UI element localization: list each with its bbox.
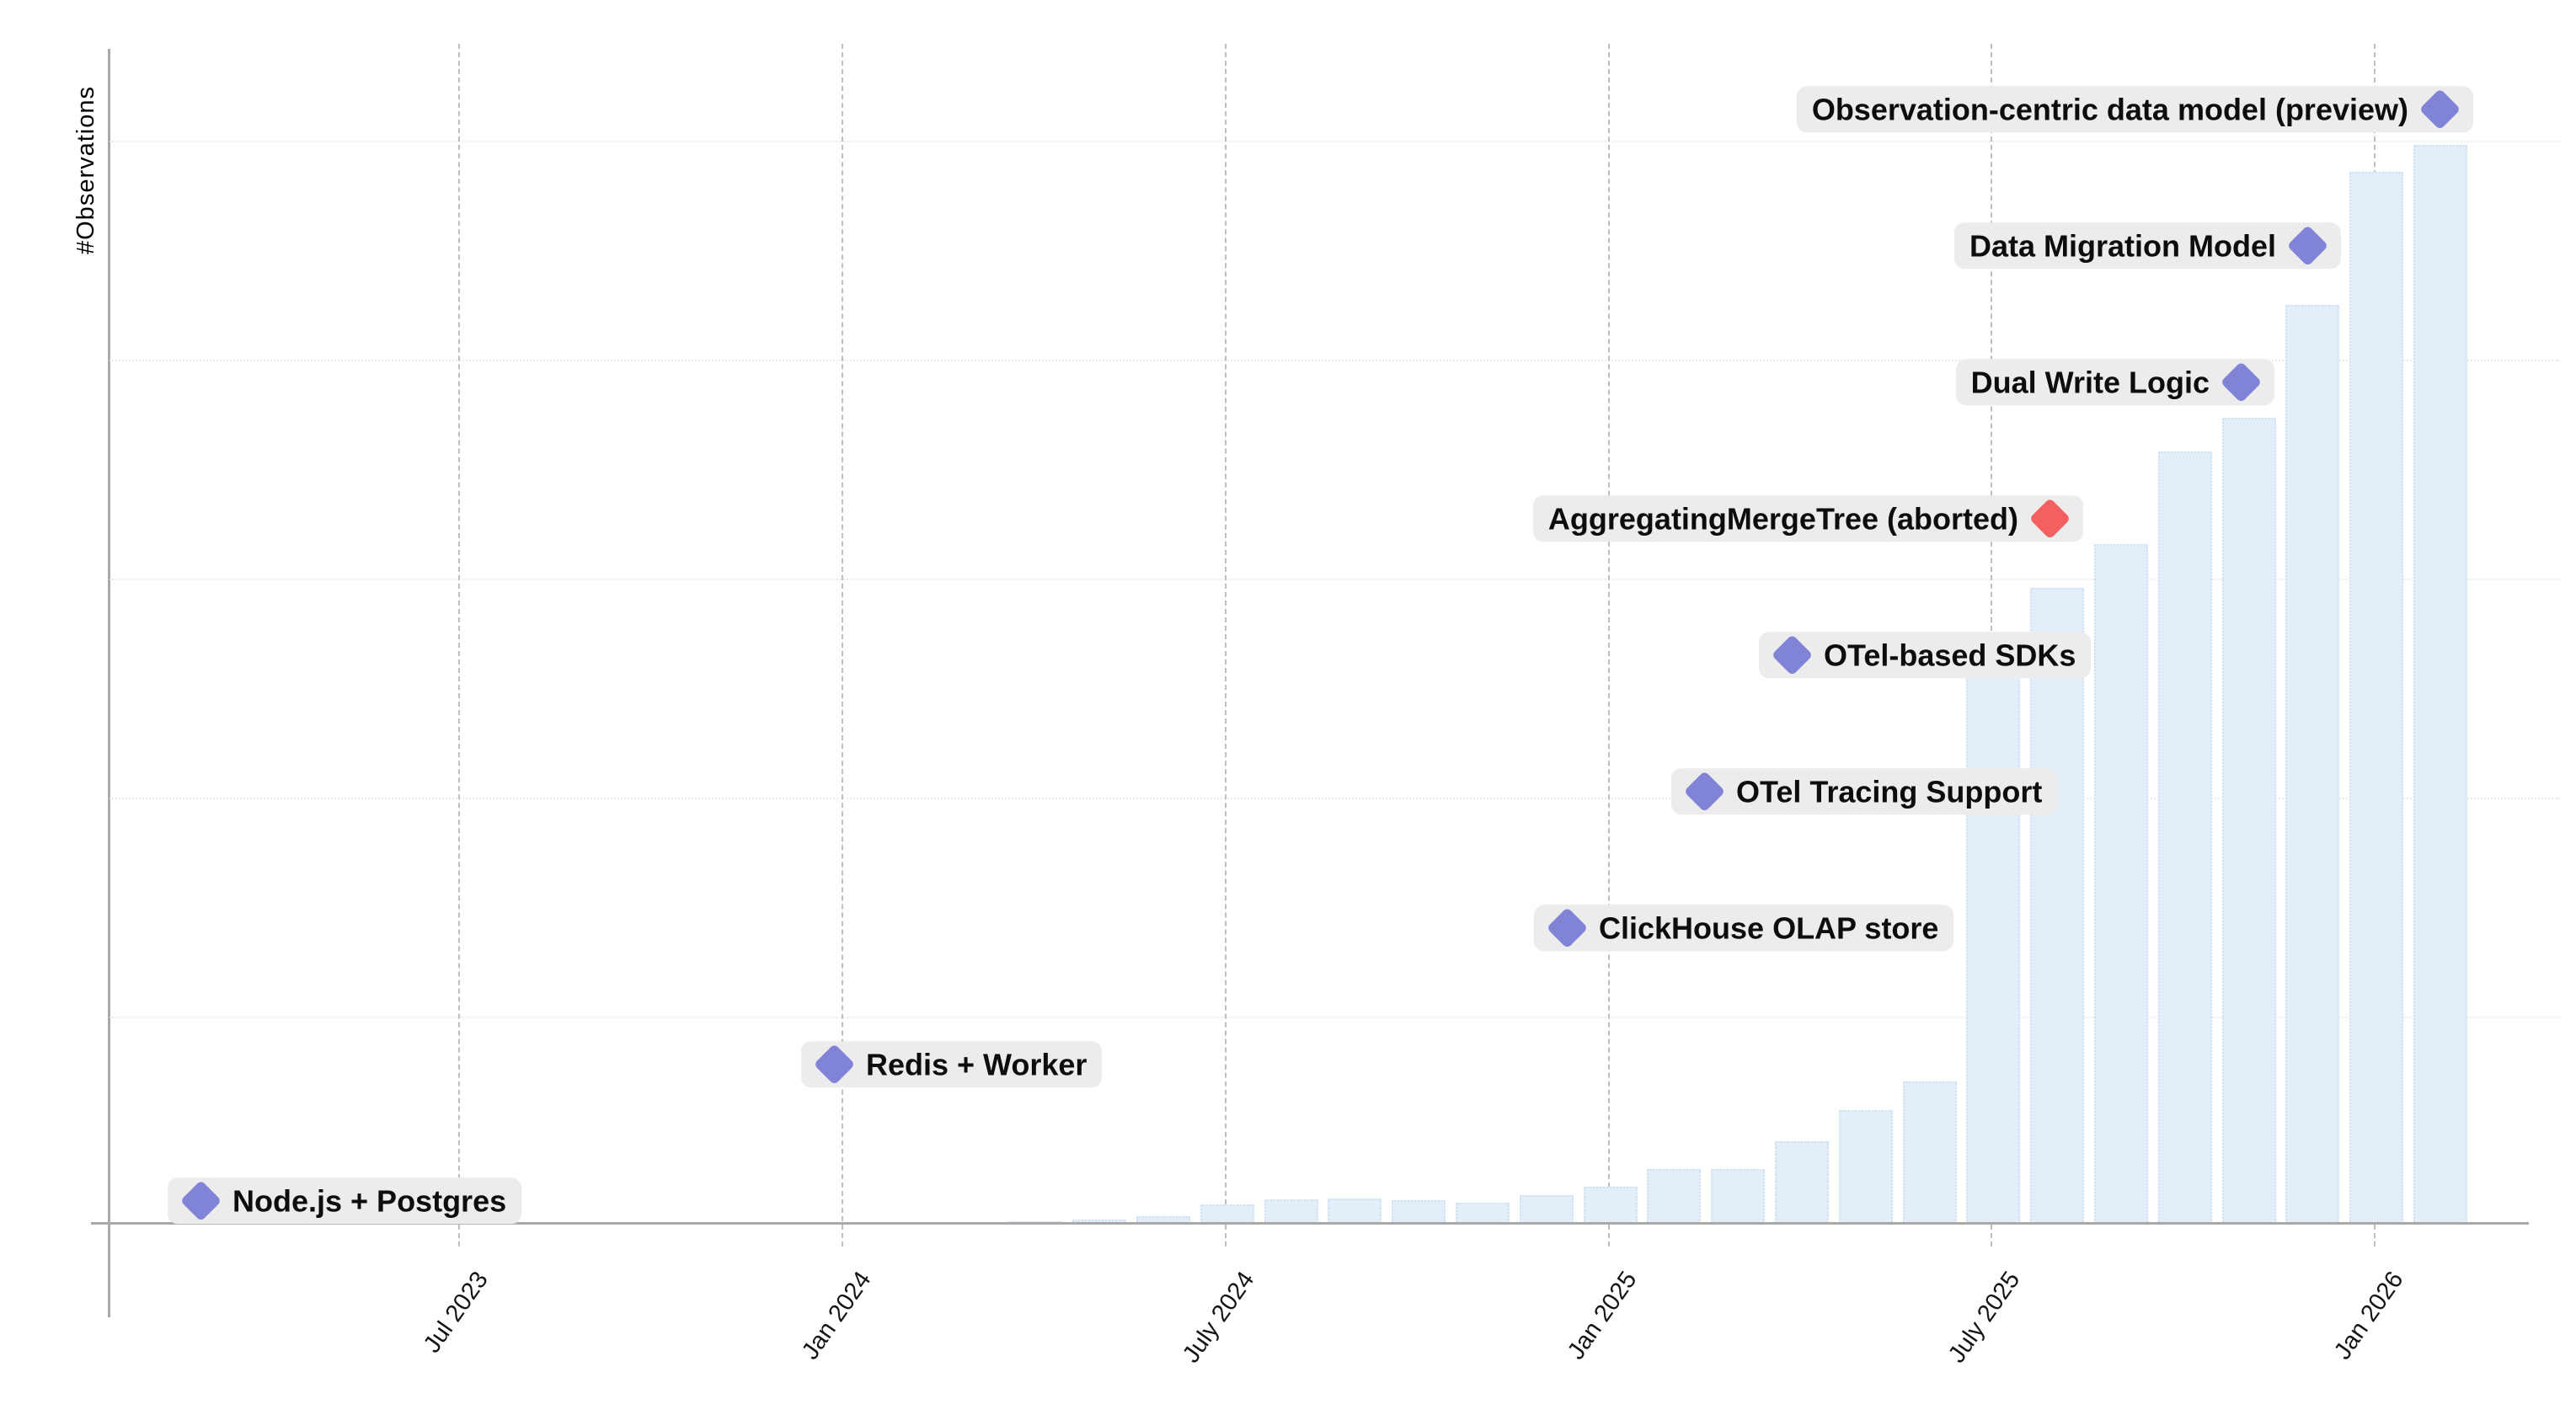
milestone-pill: Dual Write Logic [1955, 359, 2274, 406]
milestone-pill: Redis + Worker [801, 1041, 1103, 1088]
milestone-label: OTel Tracing Support [1736, 774, 2043, 809]
bar [1775, 1141, 1829, 1225]
tick-label: Jul 2023 [418, 1267, 494, 1359]
bar [2285, 305, 2340, 1225]
bar [1647, 1169, 1702, 1225]
bar [2094, 544, 2148, 1225]
milestone: Dual Write Logic [1955, 359, 2274, 406]
x-axis-line [91, 1222, 2529, 1225]
bar [1200, 1204, 1254, 1225]
bar [2030, 588, 2085, 1225]
bar [1392, 1200, 1446, 1225]
milestone-label: Observation-centric data model (preview) [1811, 92, 2408, 127]
bar [1456, 1203, 1510, 1225]
tick-label: Jan 2025 [1563, 1267, 1643, 1365]
bar [1264, 1199, 1318, 1225]
gridline [110, 579, 2559, 580]
tick-label: July 2025 [1943, 1267, 2026, 1369]
tick-label: Jan 2024 [796, 1267, 877, 1365]
milestone-label: Data Migration Model [1969, 228, 2276, 264]
milestone-label: ClickHouse OLAP store [1599, 910, 1939, 946]
tick-line [1607, 44, 1610, 1247]
milestone-diamond-icon [2286, 225, 2329, 267]
milestone-pill: OTel-based SDKs [1759, 632, 2092, 679]
milestone-label: AggregatingMergeTree (aborted) [1547, 501, 2018, 537]
bar [1519, 1195, 1574, 1225]
milestone-pill: AggregatingMergeTree (aborted) [1532, 495, 2083, 542]
milestone: Data Migration Model [1953, 222, 2341, 270]
milestone-diamond-icon [179, 1180, 222, 1222]
y-axis-line [108, 49, 110, 1317]
milestone-label: OTel-based SDKs [1824, 638, 2076, 673]
bar [1902, 1081, 1957, 1225]
milestone: Observation-centric data model (preview) [1796, 86, 2473, 133]
bar [1711, 1169, 1766, 1225]
bar [1328, 1198, 1382, 1225]
milestone: AggregatingMergeTree (aborted) [1532, 495, 2083, 542]
milestone: Node.js + Postgres [168, 1177, 522, 1225]
bar [1966, 641, 2021, 1225]
milestone: ClickHouse OLAP store [1534, 905, 1954, 952]
milestone-diamond-icon [813, 1044, 856, 1086]
milestone-label: Node.js + Postgres [232, 1183, 507, 1219]
milestone: OTel Tracing Support [1671, 768, 2058, 815]
y-axis-label: #Observations [72, 86, 99, 254]
bar [1838, 1110, 1893, 1225]
milestone: Redis + Worker [801, 1041, 1103, 1088]
milestone-diamond-icon [2028, 498, 2071, 540]
milestone-label: Dual Write Logic [1970, 365, 2210, 400]
bar [2349, 172, 2404, 1225]
milestone-pill: Observation-centric data model (preview) [1796, 86, 2473, 133]
milestone-label: Redis + Worker [866, 1047, 1088, 1082]
tick-line [1224, 44, 1227, 1247]
milestone-diamond-icon [1771, 634, 1814, 676]
milestone-pill: ClickHouse OLAP store [1534, 905, 1954, 952]
milestone-pill: Node.js + Postgres [168, 1177, 522, 1225]
bar [1136, 1216, 1190, 1225]
bar [2221, 418, 2276, 1225]
milestone: OTel-based SDKs [1759, 632, 2092, 679]
bar [1583, 1187, 1638, 1225]
milestone-pill: Data Migration Model [1953, 222, 2341, 270]
milestone-pill: OTel Tracing Support [1671, 768, 2058, 815]
gridline [110, 360, 2559, 361]
tick-line [842, 44, 843, 1247]
gridline [110, 1017, 2559, 1018]
gridline [110, 141, 2559, 142]
tick-label: Jan 2026 [2328, 1267, 2409, 1365]
bar [2157, 451, 2212, 1225]
bar [2413, 145, 2467, 1225]
tick-line [458, 44, 461, 1247]
milestone-diamond-icon [2418, 88, 2461, 131]
milestone-diamond-icon [2220, 361, 2263, 403]
gridline [110, 798, 2559, 799]
tick-label: July 2024 [1177, 1267, 1260, 1369]
milestone-diamond-icon [1683, 771, 1726, 813]
milestone-diamond-icon [1546, 907, 1589, 949]
